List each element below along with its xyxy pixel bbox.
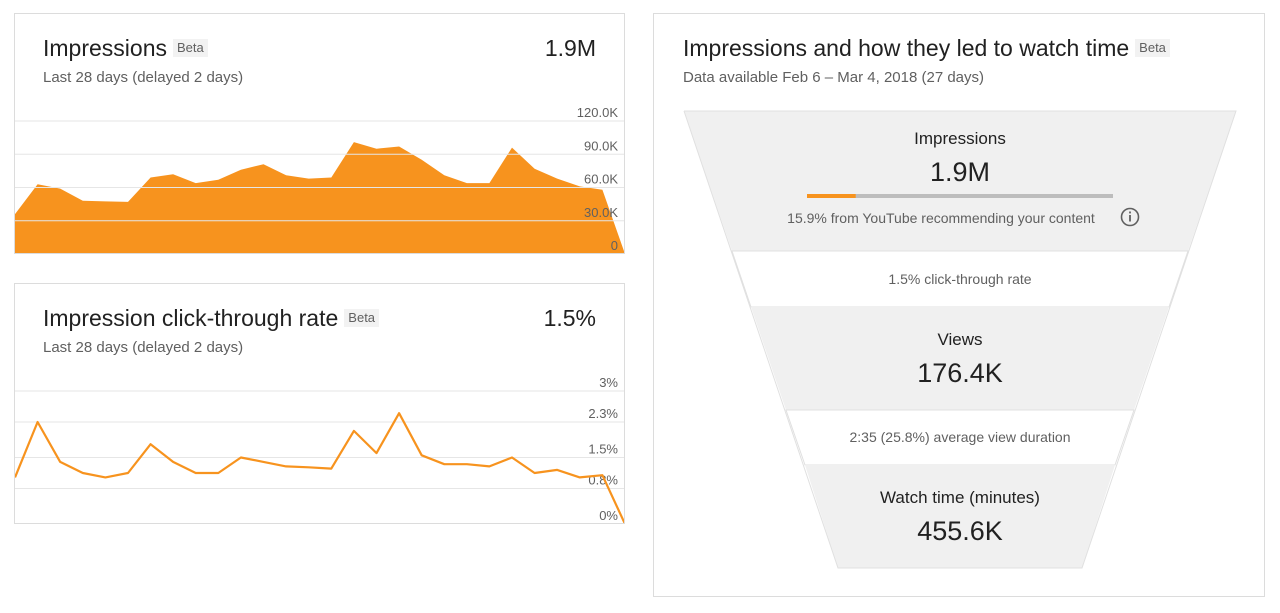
ctr-line xyxy=(15,412,624,523)
ctr-title-row: Impression click-through rate Beta xyxy=(43,305,380,332)
beta-badge: Beta xyxy=(172,39,208,57)
y-tick-label: 2.3% xyxy=(588,406,618,421)
funnel-title: Impressions and how they led to watch ti… xyxy=(683,35,1130,61)
funnel-subtitle: Data available Feb 6 – Mar 4, 2018 (27 d… xyxy=(683,69,985,86)
funnel-diagram: Impressions 1.9M 15.9% from YouTube reco… xyxy=(683,110,1237,569)
impressions-total: 1.9M xyxy=(544,35,596,61)
beta-badge: Beta xyxy=(344,309,380,327)
recommend-text: 15.9% from YouTube recommending your con… xyxy=(787,210,1095,226)
funnel-band-views xyxy=(751,307,1169,410)
y-tick-label: 30.0K xyxy=(584,205,618,220)
funnel-watch-label: Watch time (minutes) xyxy=(880,488,1040,507)
funnel-title-row: Impressions and how they led to watch ti… xyxy=(683,35,1170,62)
impressions-subtitle: Last 28 days (delayed 2 days) xyxy=(43,69,244,86)
y-tick-label: 1.5% xyxy=(588,442,618,457)
ctr-total: 1.5% xyxy=(543,305,596,331)
impressions-area xyxy=(15,142,624,253)
ctr-subtitle: Last 28 days (delayed 2 days) xyxy=(43,339,244,356)
y-tick-label: 0 xyxy=(611,238,618,253)
impressions-title: Impressions xyxy=(43,35,167,61)
recommend-progress-fill xyxy=(807,194,856,198)
funnel-band-watch xyxy=(805,465,1115,568)
ctr-title: Impression click-through rate xyxy=(43,305,339,331)
beta-badge: Beta xyxy=(1135,39,1170,57)
funnel-views-value: 176.4K xyxy=(917,358,1003,388)
y-tick-label: 90.0K xyxy=(584,138,618,153)
avd-text: 2:35 (25.8%) average view duration xyxy=(849,429,1070,445)
impressions-chart: 120.0K 90.0K 60.0K 30.0K 0 xyxy=(15,105,624,253)
y-tick-label: 120.0K xyxy=(577,105,619,120)
funnel-card: Impressions and how they led to watch ti… xyxy=(653,13,1265,597)
recommend-progress-track xyxy=(807,194,1113,198)
funnel-impressions-label: Impressions xyxy=(914,129,1006,148)
info-icon[interactable] xyxy=(1120,207,1140,227)
funnel-band-impressions xyxy=(684,111,1236,251)
ctr-text: 1.5% click-through rate xyxy=(888,271,1031,287)
funnel-outline xyxy=(683,110,1237,569)
y-tick-label: 60.0K xyxy=(584,172,618,187)
funnel-impressions-value: 1.9M xyxy=(930,157,990,187)
impressions-title-row: Impressions Beta xyxy=(43,35,208,62)
funnel-watch-value: 455.6K xyxy=(917,516,1003,546)
ctr-chart: 3%2.3%1.5%0.8%0% xyxy=(15,375,624,523)
funnel-views-label: Views xyxy=(937,330,982,349)
ctr-card[interactable]: Impression click-through rate Beta Last 2… xyxy=(14,283,625,524)
y-tick-label: 3% xyxy=(599,375,618,390)
impressions-card[interactable]: Impressions Beta Last 28 days (delayed 2 … xyxy=(14,13,625,254)
y-tick-label: 0% xyxy=(599,508,618,523)
